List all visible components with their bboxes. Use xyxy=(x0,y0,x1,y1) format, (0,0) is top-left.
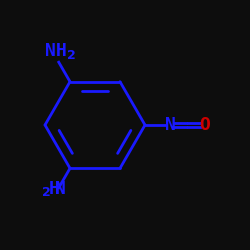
Text: NH: NH xyxy=(46,42,67,60)
Text: N: N xyxy=(55,180,66,198)
Text: O: O xyxy=(199,116,210,134)
Text: N: N xyxy=(165,116,176,134)
Text: 2: 2 xyxy=(42,186,51,199)
Text: H: H xyxy=(49,180,60,198)
Text: 2: 2 xyxy=(67,49,76,62)
